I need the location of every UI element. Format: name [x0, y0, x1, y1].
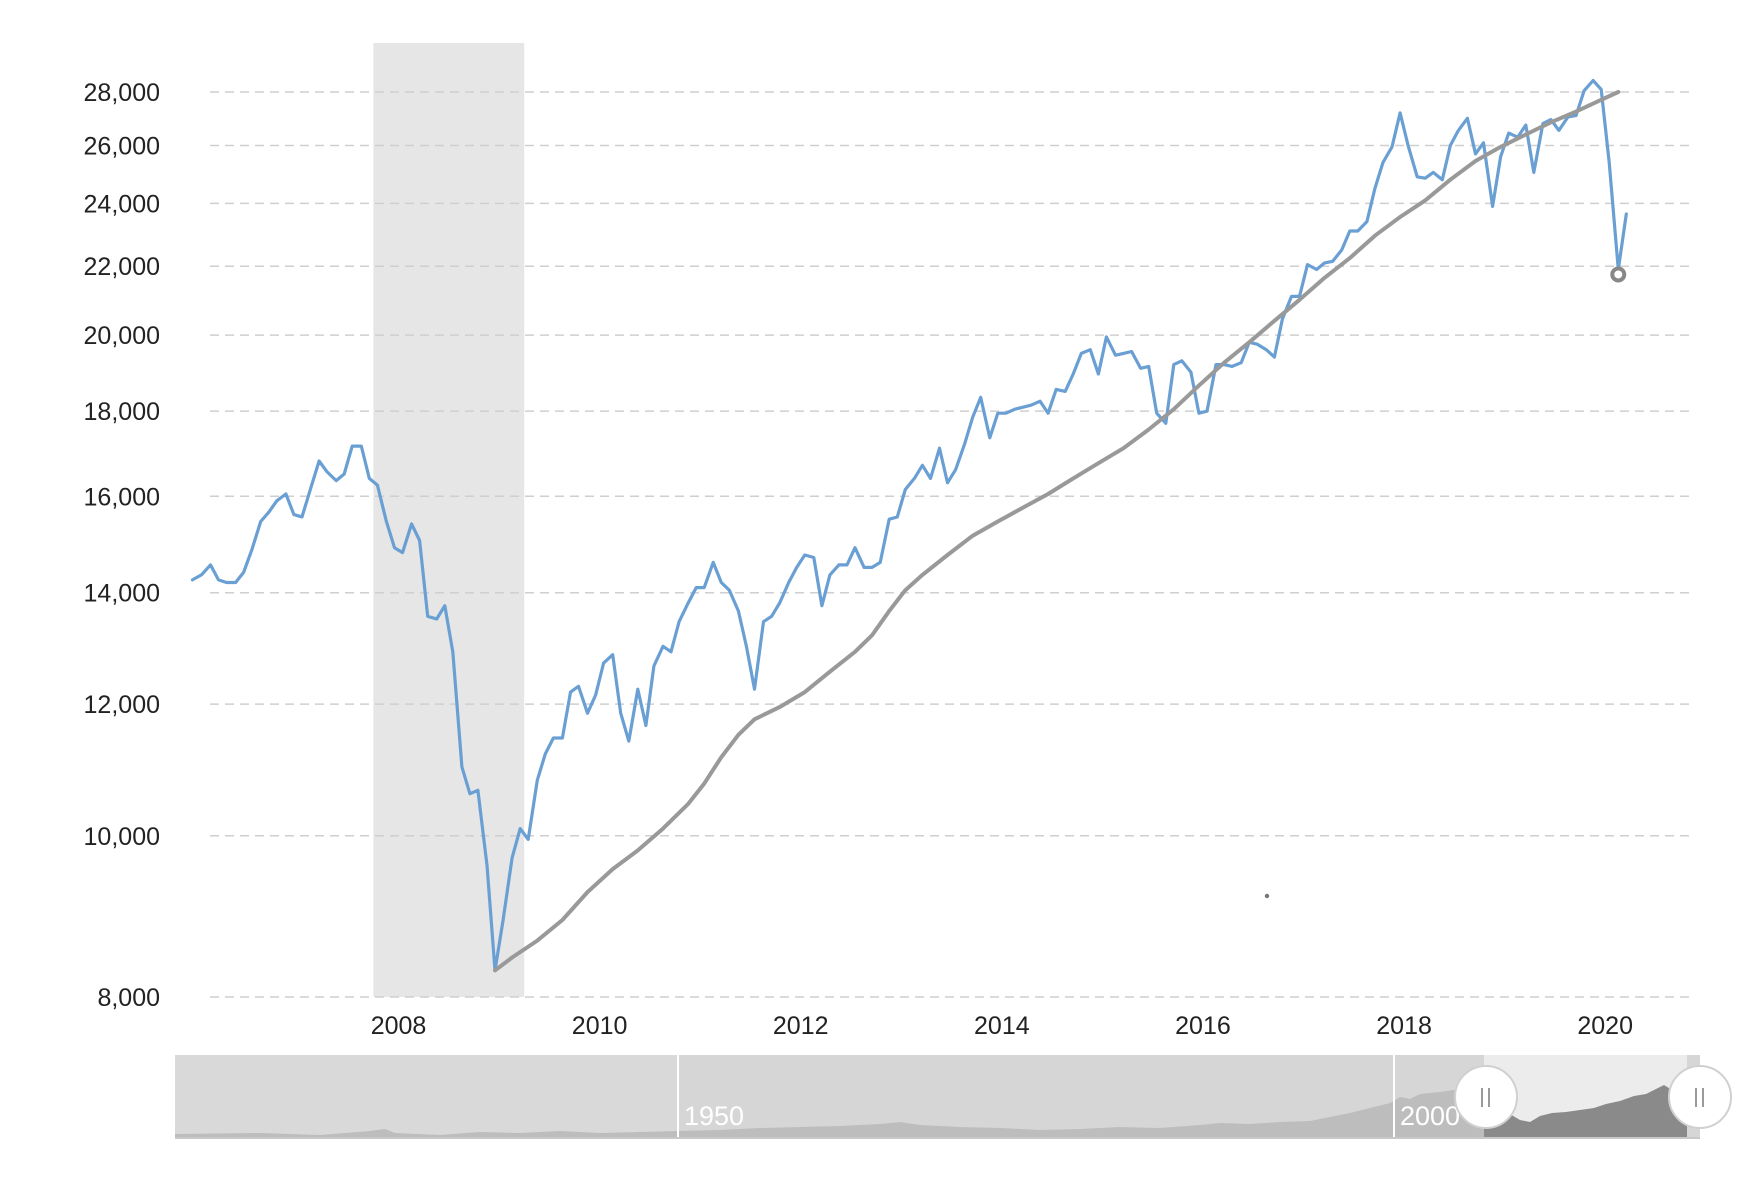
navigator-right-handle[interactable]	[1668, 1065, 1732, 1129]
recession-band	[373, 43, 525, 997]
plot-area[interactable]	[190, 78, 1628, 973]
y-tick-label: 16,000	[84, 483, 160, 511]
x-tick-label: 2018	[1376, 1012, 1432, 1040]
x-tick-label: 2008	[371, 1012, 427, 1040]
stray-dot	[1264, 893, 1270, 899]
x-tick-label: 2014	[974, 1012, 1030, 1040]
y-tick-label: 28,000	[84, 79, 160, 107]
navigator-label-2000: 2000	[1400, 1101, 1460, 1131]
y-tick-label: 18,000	[84, 398, 160, 426]
x-tick-label: 2012	[773, 1012, 829, 1040]
x-tick-label: 2010	[572, 1012, 628, 1040]
y-axis: 8,000 10,000 12,000 14,000 16,000 18,000 20,00…	[84, 79, 160, 1012]
recession-shading	[373, 43, 525, 997]
y-tick-label: 20,000	[84, 322, 160, 350]
range-navigator[interactable]: 1950 2000	[175, 1055, 1732, 1139]
end-marker	[1610, 266, 1627, 283]
navigator-history-area	[175, 1088, 1490, 1137]
y-tick-label: 22,000	[84, 253, 160, 281]
y-tick-label: 14,000	[84, 580, 160, 608]
x-tick-label: 2016	[1175, 1012, 1231, 1040]
navigator-selection-area	[1484, 1085, 1687, 1137]
y-tick-label: 8,000	[97, 984, 160, 1012]
navigator-label-1950: 1950	[684, 1101, 744, 1131]
y-tick-label: 24,000	[84, 190, 160, 218]
y-tick-label: 26,000	[84, 133, 160, 161]
y-tick-label: 12,000	[84, 691, 160, 719]
series-line-1	[190, 78, 1628, 972]
x-tick-label: 2020	[1577, 1012, 1633, 1040]
y-tick-label: 10,000	[84, 823, 160, 851]
markers	[1610, 266, 1627, 283]
series-line-2	[493, 90, 1621, 973]
navigator-left-handle[interactable]	[1454, 1065, 1518, 1129]
navigator-early-segment	[175, 1055, 678, 1138]
x-axis: 2008 2010 2012 2014 2016 2018 2020	[371, 1012, 1633, 1040]
